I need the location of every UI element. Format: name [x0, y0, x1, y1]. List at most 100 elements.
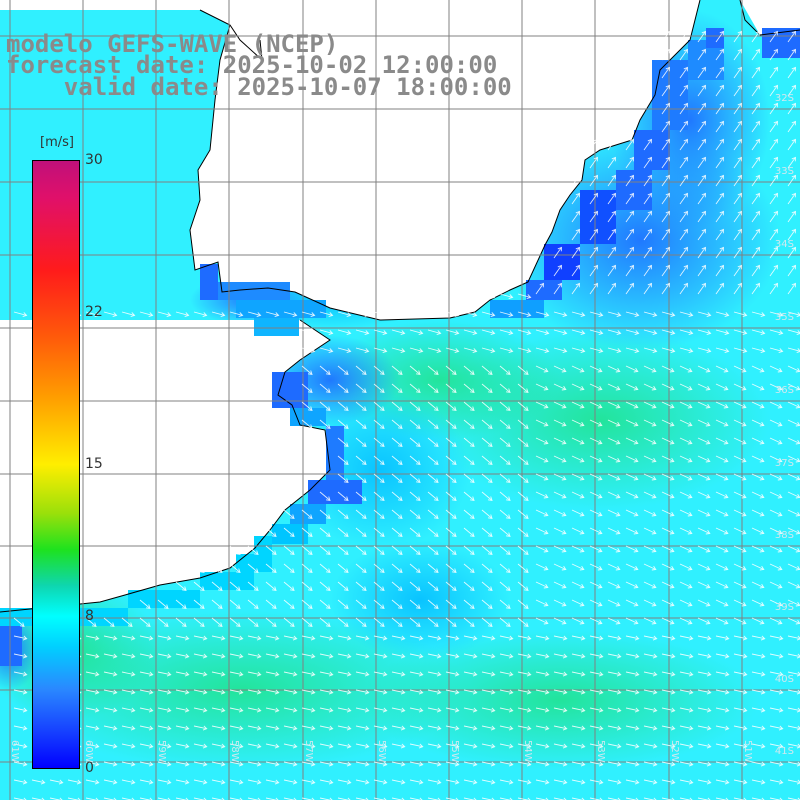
wind-arrow	[355, 329, 370, 336]
wind-arrow	[769, 210, 778, 223]
wind-arrow	[661, 383, 675, 391]
wind-arrow	[229, 563, 241, 573]
wind-arrow	[373, 527, 385, 537]
wind-arrow	[607, 671, 622, 677]
wind-arrow	[769, 617, 783, 625]
wind-arrow	[733, 210, 742, 223]
wind-arrow	[733, 120, 742, 133]
wind-arrow	[355, 545, 367, 555]
lon-label: 57W	[303, 740, 314, 763]
wind-arrow	[535, 437, 549, 445]
wind-arrow	[121, 761, 136, 767]
wind-arrow	[661, 707, 676, 713]
wind-arrow	[661, 401, 675, 409]
wind-arrow	[751, 401, 765, 409]
wind-arrow	[751, 383, 765, 391]
wind-arrow	[679, 437, 693, 445]
wind-arrow	[445, 509, 457, 519]
wind-arrow	[481, 725, 496, 731]
wind-arrow	[607, 707, 622, 713]
wind-arrow	[175, 635, 190, 641]
wind-arrow	[409, 527, 421, 537]
wind-arrow	[157, 779, 172, 785]
wind-arrow	[229, 635, 244, 641]
wind-arrow	[445, 743, 460, 749]
wind-arrow	[283, 761, 298, 767]
wind-arrow	[697, 743, 712, 749]
wind-arrow	[337, 509, 349, 519]
wind-arrow	[607, 264, 616, 277]
wind-arrow	[283, 797, 297, 800]
wind-arrow	[283, 707, 298, 713]
wind-arrow	[661, 761, 676, 767]
wind-arrow	[643, 156, 652, 169]
wind-arrow	[769, 48, 778, 61]
wind-arrow	[301, 347, 316, 354]
wind-arrow	[625, 779, 640, 785]
wind-arrow	[481, 401, 493, 411]
wind-arrow	[463, 383, 475, 393]
wind-arrow	[535, 329, 550, 336]
wind-arrow	[175, 779, 190, 785]
wind-arrow	[553, 473, 567, 481]
wind-arrow	[697, 599, 711, 607]
wind-arrow	[769, 138, 778, 151]
wind-arrow	[481, 545, 493, 555]
wind-arrow	[769, 689, 784, 695]
wind-arrow	[535, 617, 549, 625]
wind-arrow	[85, 617, 97, 627]
wind-arrow	[661, 635, 676, 641]
wind-arrow	[697, 617, 711, 625]
wind-arrow	[589, 329, 604, 336]
wind-arrow	[337, 581, 349, 591]
wind-arrow	[463, 365, 475, 375]
wind-arrow	[697, 282, 706, 295]
wind-arrow	[211, 707, 226, 713]
wind-arrow	[571, 653, 586, 659]
wind-arrow	[679, 347, 694, 354]
wind-arrow	[301, 707, 316, 713]
wind-arrow	[445, 779, 460, 785]
wind-arrow	[589, 174, 598, 187]
wind-arrow	[139, 707, 154, 713]
wind-arrow	[13, 797, 27, 800]
wind-arrow	[445, 797, 459, 800]
wind-arrow	[643, 581, 657, 589]
wind-arrow	[571, 707, 586, 713]
wind-arrow	[355, 725, 370, 731]
wind-arrow	[445, 383, 457, 393]
wind-arrow	[553, 383, 567, 391]
wind-arrow	[787, 779, 800, 785]
wind-arrow	[337, 527, 349, 537]
wind-arrow	[751, 120, 760, 133]
wind-arrow	[697, 192, 706, 205]
wind-arrow	[589, 228, 598, 241]
wind-arrow	[589, 743, 604, 749]
wind-arrow	[787, 635, 800, 641]
wind-arrow	[553, 689, 568, 695]
valid-date: valid date: 2025-10-07 18:00:00	[6, 73, 512, 101]
wind-arrow	[643, 743, 658, 749]
forecast-date: forecast date: 2025-10-02 12:00:00	[6, 51, 498, 79]
wind-arrow	[211, 797, 225, 800]
wind-arrow	[49, 797, 63, 800]
wind-arrow	[391, 437, 403, 447]
wind-arrow	[535, 761, 550, 767]
wind-arrow	[445, 419, 457, 429]
wind-arrow	[697, 689, 712, 695]
wind-arrow	[301, 509, 313, 519]
wind-arrow	[625, 282, 634, 295]
wind-arrow	[391, 689, 406, 695]
wind-arrow	[661, 689, 676, 695]
wind-arrow	[625, 725, 640, 731]
wind-arrow	[787, 210, 796, 223]
wind-arrow	[301, 419, 313, 429]
wind-arrow	[571, 383, 585, 391]
wind-arrow	[607, 491, 621, 499]
wind-arrow	[67, 779, 82, 785]
wind-arrow	[661, 365, 675, 373]
wind-arrow	[751, 689, 766, 695]
wind-arrow	[499, 365, 511, 375]
wind-arrow	[733, 401, 747, 409]
